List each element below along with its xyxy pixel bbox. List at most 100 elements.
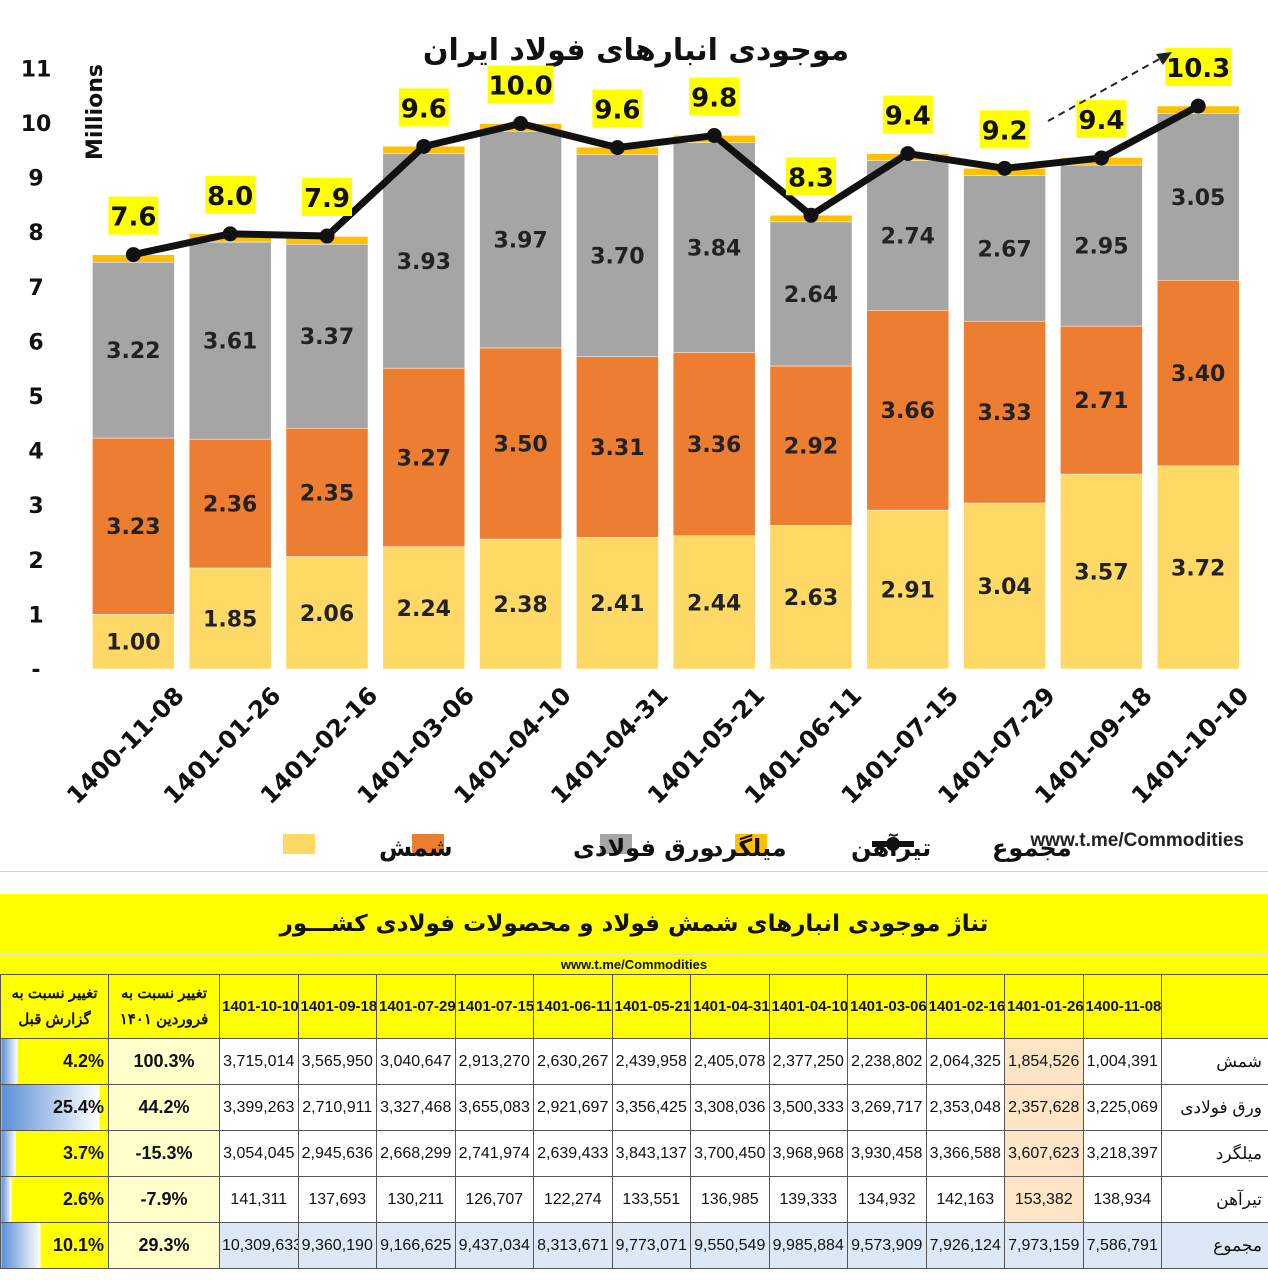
cell-value: 3,399,263 (219, 1084, 299, 1131)
segment-value-label: 2.74 (881, 224, 935, 249)
header-date: 1401-07-29 (376, 974, 456, 1039)
table-row: 10.1% 29.3% 10,309,633 9,360,190 9,166,625 9,… (0, 1222, 1268, 1269)
legend-swatch-icon (283, 834, 315, 854)
cell-change-farvardin: 100.3% (108, 1038, 220, 1085)
cell-change-prev: 10.1% (0, 1222, 109, 1269)
segment-value-label: 3.22 (106, 339, 160, 364)
segment-value-label: 3.33 (977, 401, 1031, 426)
y-tick-label: 2 (28, 549, 43, 574)
total-value-label: 9.4 (885, 102, 931, 132)
bar-segment (963, 502, 1046, 670)
cell-value: 7,586,791 (1082, 1222, 1162, 1269)
cell-value: 3,054,045 (219, 1130, 299, 1177)
bar-segment (382, 153, 466, 369)
bar-segment (188, 241, 272, 440)
bar-segment (866, 310, 950, 511)
legend-label: مجموع (992, 834, 1072, 862)
segment-value-label: 3.04 (977, 575, 1031, 600)
segment-value-label: 2.06 (300, 602, 354, 627)
bar-segment (92, 437, 175, 615)
segment-value-label: 2.64 (784, 283, 838, 308)
bar-segment (285, 556, 369, 670)
legend-swatch-icon (735, 834, 767, 854)
bar-segment (769, 365, 853, 526)
cell-value: 3,500,333 (768, 1084, 848, 1131)
cell-value: 2,439,958 (611, 1038, 691, 1085)
segment-value-label: 2.24 (397, 597, 451, 622)
total-marker (319, 228, 335, 244)
total-label-box (786, 157, 836, 196)
segment-value-label: 3.40 (1171, 362, 1225, 387)
segment-value-label: 3.57 (1074, 561, 1128, 586)
total-label-box (302, 178, 352, 217)
total-marker (997, 160, 1013, 176)
cell-change-prev: 2.6% (0, 1176, 109, 1223)
cell-value: 142,163 (925, 1176, 1005, 1223)
cell-value: 2,668,299 (376, 1130, 456, 1177)
total-value-label: 10.0 (489, 72, 553, 102)
cell-value: 153,382 (1004, 1176, 1084, 1223)
bar-segment (576, 356, 659, 538)
total-value-label: 9.8 (691, 84, 737, 114)
table-row: 2.6% -7.9% 141,311 137,693 130,211 126,707 122… (0, 1176, 1268, 1223)
y-axis-ticks: - 1 2 3 4 5 6 7 8 9 10 11 (21, 57, 52, 683)
segment-value-label: 3.93 (397, 250, 451, 275)
total-marker (513, 116, 529, 132)
cell-value: 130,211 (376, 1176, 456, 1223)
segment-value-label: 2.38 (493, 593, 547, 618)
cell-value: 9,573,909 (847, 1222, 927, 1269)
total-marker (416, 138, 432, 154)
y-tick-label: 3 (28, 494, 43, 519)
cell-value: 137,693 (297, 1176, 377, 1223)
cell-value: 3,327,468 (376, 1084, 456, 1131)
chart-panel: موجودی انبارهای فولاد ایران Millions - 1 2… (0, 33, 1268, 872)
bar-segment (672, 535, 756, 670)
cell-value: 2,630,267 (533, 1038, 613, 1085)
segment-value-label: 3.36 (687, 433, 741, 458)
total-line-layer: 7.6 8.0 7.9 9.6 10.0 9.6 9.8 8.3 9.4 9.2 9.4 10.3 (108, 48, 1232, 263)
total-marker (1190, 98, 1206, 114)
total-value-label: 7.6 (110, 203, 156, 233)
y-tick-label: 11 (21, 57, 52, 82)
chart-title: موجودی انبارهای فولاد ایران (423, 33, 849, 68)
bar-segment (672, 142, 756, 353)
cell-value: 136,985 (690, 1176, 770, 1223)
total-value-label: 8.0 (207, 182, 253, 212)
header-date: 1401-04-10 (768, 974, 848, 1039)
header-empty (1161, 974, 1268, 1039)
cell-value: 3,225,069 (1082, 1084, 1162, 1131)
bar-segment (866, 509, 950, 670)
cell-change-farvardin: 29.3% (108, 1222, 220, 1269)
table-row: 3.7% -15.3% 3,054,045 2,945,636 2,668,299 2,7… (0, 1130, 1268, 1177)
header-date: 1401-07-15 (454, 974, 534, 1039)
cell-value: 2,945,636 (297, 1130, 377, 1177)
total-value-label: 9.4 (1078, 106, 1124, 136)
total-label-box (1076, 99, 1127, 138)
y-tick-label: 10 (21, 112, 52, 137)
segment-value-label: 3.97 (493, 229, 547, 254)
cell-value: 3,843,137 (611, 1130, 691, 1177)
cell-value: 3,715,014 (219, 1038, 299, 1085)
segment-value-label: 3.50 (493, 433, 547, 458)
segment-value-label: 2.71 (1074, 389, 1128, 414)
legend-swatch-icon (600, 834, 632, 854)
x-axis-labels: 1400-11-081401-01-261401-02-161401-03-06… (61, 681, 1254, 809)
header-change-prev: تغییر نسبت به گزارش قبل (0, 974, 109, 1039)
legend-swatch-icon (412, 834, 444, 854)
bar-segment (479, 130, 562, 349)
cell-value: 133,551 (611, 1176, 691, 1223)
stacked-bar-chart: موجودی انبارهای فولاد ایران Millions - 1 2… (21, 33, 1255, 862)
cell-value: 122,274 (533, 1176, 613, 1223)
segment-value-label: 3.66 (881, 399, 935, 424)
legend-label: ورق فولادی (573, 834, 715, 862)
segment-value-label: 3.05 (1171, 186, 1225, 211)
legend-marker-icon (886, 837, 900, 851)
segment-value-label: 3.84 (687, 236, 741, 261)
y-tick-label: 1 (28, 603, 43, 628)
header-date: 1400-11-08 (1082, 974, 1162, 1039)
cell-value: 1,854,526 (1004, 1038, 1084, 1085)
total-label-box (979, 110, 1030, 149)
cell-value: 2,238,802 (847, 1038, 927, 1085)
row-name: شمش (1161, 1038, 1268, 1085)
cell-value: 3,218,397 (1082, 1130, 1162, 1177)
